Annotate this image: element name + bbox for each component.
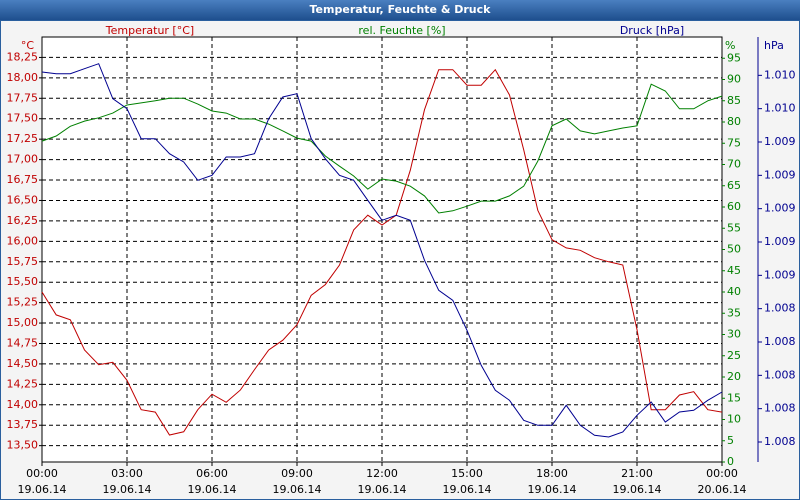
y2-tick-label: 85: [727, 94, 741, 107]
y-tick-label: 15,75: [7, 255, 39, 268]
y2-tick-label: 75: [727, 136, 741, 149]
y-tick-label: 16,75: [7, 173, 39, 186]
y3-tick-label: 1.008: [764, 435, 796, 448]
y-tick-label: 16,00: [7, 234, 39, 247]
y-tick-label: 15,25: [7, 296, 39, 309]
x-tick-label: 06:00: [196, 467, 228, 480]
y2-tick-label: 10: [727, 413, 741, 426]
y-tick-label: 15,00: [7, 316, 39, 329]
x-tick-date: 19.06.14: [188, 483, 237, 496]
y3-tick-label: 1.009: [764, 168, 796, 181]
y2-tick-label: 0: [727, 455, 734, 468]
y-tick-label: 16,50: [7, 193, 39, 206]
y-tick-label: 18,25: [7, 50, 39, 63]
y3-tick-label: 1.009: [764, 202, 796, 215]
y3-tick-label: 1.008: [764, 368, 796, 381]
y3-tick-label: 1.010: [764, 102, 796, 115]
y2-tick-label: 90: [727, 73, 741, 86]
y3-tick-label: 1.009: [764, 268, 796, 281]
y2-tick-label: 60: [727, 200, 741, 213]
line: [41, 68, 723, 436]
y2-tick-label: 80: [727, 115, 741, 128]
x-tick-date: 19.06.14: [103, 483, 152, 496]
y3-tick-label: 1.009: [764, 235, 796, 248]
legend-label: rel. Feuchte [%]: [358, 24, 445, 37]
y3-tick-label: 1.008: [764, 302, 796, 315]
x-tick-label: 00:00: [706, 467, 738, 480]
y2-unit: %: [725, 39, 735, 52]
y3-tick-label: 1.010: [764, 68, 796, 81]
x-tick-label: 12:00: [366, 467, 398, 480]
x-tick-label: 03:00: [111, 467, 143, 480]
legend-label: Druck [hPa]: [620, 24, 684, 37]
y-tick-label: 17,50: [7, 112, 39, 125]
line: [41, 83, 723, 214]
y2-tick-label: 30: [727, 328, 741, 341]
y-tick-label: 14,50: [7, 357, 39, 370]
y-tick-label: 16,25: [7, 214, 39, 227]
x-tick-date: 19.06.14: [273, 483, 322, 496]
y2-tick-label: 65: [727, 179, 741, 192]
x-tick-label: 18:00: [536, 467, 568, 480]
y-tick-label: 14,75: [7, 336, 39, 349]
y3-tick-label: 1.008: [764, 335, 796, 348]
line: [41, 63, 723, 438]
y-tick-label: 17,25: [7, 132, 39, 145]
x-tick-label: 15:00: [451, 467, 483, 480]
x-tick-label: 21:00: [621, 467, 653, 480]
y2-tick-label: 55: [727, 221, 741, 234]
y-tick-label: 14,25: [7, 377, 39, 390]
y3-tick-label: 1.009: [764, 135, 796, 148]
y2-tick-label: 50: [727, 243, 741, 256]
x-tick-date: 19.06.14: [18, 483, 67, 496]
x-tick-date: 19.06.14: [613, 483, 662, 496]
y-tick-label: 14,00: [7, 398, 39, 411]
y-tick-label: 18,00: [7, 71, 39, 84]
y-tick-label: 13,50: [7, 439, 39, 452]
chart-title: Temperatur, Feuchte & Druck: [310, 3, 492, 16]
x-tick-date: 19.06.14: [443, 483, 492, 496]
y2-tick-label: 25: [727, 349, 741, 362]
y-tick-label: 17,75: [7, 91, 39, 104]
x-tick-label: 00:00: [26, 467, 58, 480]
x-tick-date: 20.06.14: [698, 483, 747, 496]
y2-tick-label: 35: [727, 306, 741, 319]
y2-tick-label: 70: [727, 158, 741, 171]
y2-tick-label: 40: [727, 285, 741, 298]
x-tick-date: 19.06.14: [358, 483, 407, 496]
y2-tick-label: 95: [727, 51, 741, 64]
y-tick-label: 15,50: [7, 275, 39, 288]
y-tick-label: 13,75: [7, 418, 39, 431]
y2-tick-label: 5: [727, 434, 734, 447]
legend-label: Temperatur [°C]: [105, 24, 194, 37]
y-unit: °C: [21, 39, 35, 52]
y2-tick-label: 20: [727, 370, 741, 383]
y-tick-label: 17,00: [7, 153, 39, 166]
y2-tick-label: 45: [727, 264, 741, 277]
x-tick-date: 19.06.14: [528, 483, 577, 496]
y2-tick-label: 15: [727, 391, 741, 404]
title-bar: [0, 0, 800, 20]
y3-unit: hPa: [764, 39, 784, 52]
x-tick-label: 09:00: [281, 467, 313, 480]
y3-tick-label: 1.008: [764, 402, 796, 415]
